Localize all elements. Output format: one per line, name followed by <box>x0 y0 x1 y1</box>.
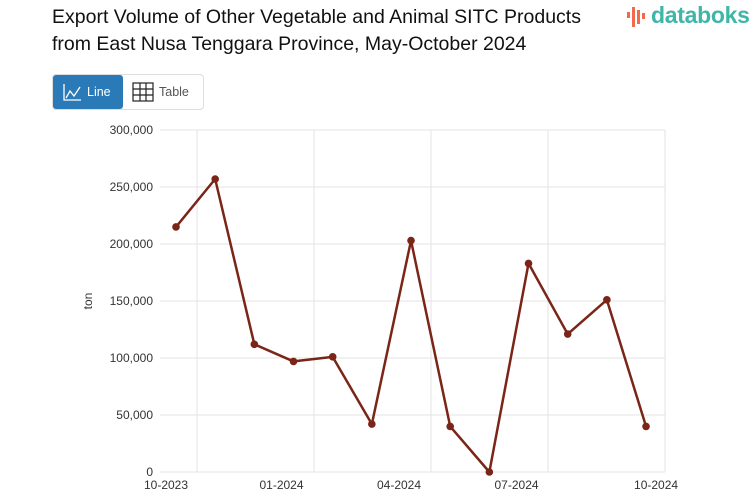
data-point <box>642 422 650 431</box>
table-view-button[interactable]: Table <box>123 75 198 109</box>
logo-bars-icon <box>627 6 645 27</box>
y-tick-label: 150,000 <box>110 294 154 308</box>
y-axis-label: ton <box>81 293 95 310</box>
table-view-label: Table <box>159 85 189 99</box>
data-point <box>328 353 337 361</box>
view-toggle: Line Table <box>52 74 204 110</box>
y-tick-label: 200,000 <box>110 237 154 251</box>
data-point <box>407 236 415 245</box>
y-tick-label: 250,000 <box>110 180 154 194</box>
y-tick-label: 0 <box>146 465 153 479</box>
y-tick-label: 300,000 <box>110 123 154 137</box>
data-point <box>563 330 572 338</box>
table-grid-icon <box>132 82 154 102</box>
chart-title: Export Volume of Other Vegetable and Ani… <box>52 4 612 58</box>
data-point <box>368 420 376 428</box>
data-point <box>446 422 454 431</box>
x-tick-label: 07-2024 <box>495 478 539 492</box>
data-point <box>485 468 494 476</box>
x-tick-label: 01-2024 <box>259 478 303 492</box>
title-line-2: from East Nusa Tenggara Province, May-Oc… <box>52 33 527 55</box>
series-line <box>175 177 648 474</box>
data-point <box>603 296 611 304</box>
databoks-logo: databoks <box>626 2 750 29</box>
x-tick-label: 10-2023 <box>144 478 188 492</box>
title-line-1: Export Volume of Other Vegetable and Ani… <box>52 6 581 28</box>
data-point <box>289 357 298 366</box>
line-chart-icon <box>63 84 81 101</box>
x-tick-label: 04-2024 <box>377 478 421 492</box>
line-view-button[interactable]: Line <box>53 75 123 109</box>
data-point <box>211 175 219 183</box>
line-view-label: Line <box>87 85 111 99</box>
x-tick-label: 10-2024 <box>634 478 678 492</box>
data-point <box>250 340 259 349</box>
y-tick-label: 100,000 <box>110 351 154 365</box>
data-point <box>524 259 533 268</box>
data-point <box>172 223 180 231</box>
y-tick-label: 50,000 <box>116 408 153 422</box>
logo-text: databoks <box>651 2 750 28</box>
